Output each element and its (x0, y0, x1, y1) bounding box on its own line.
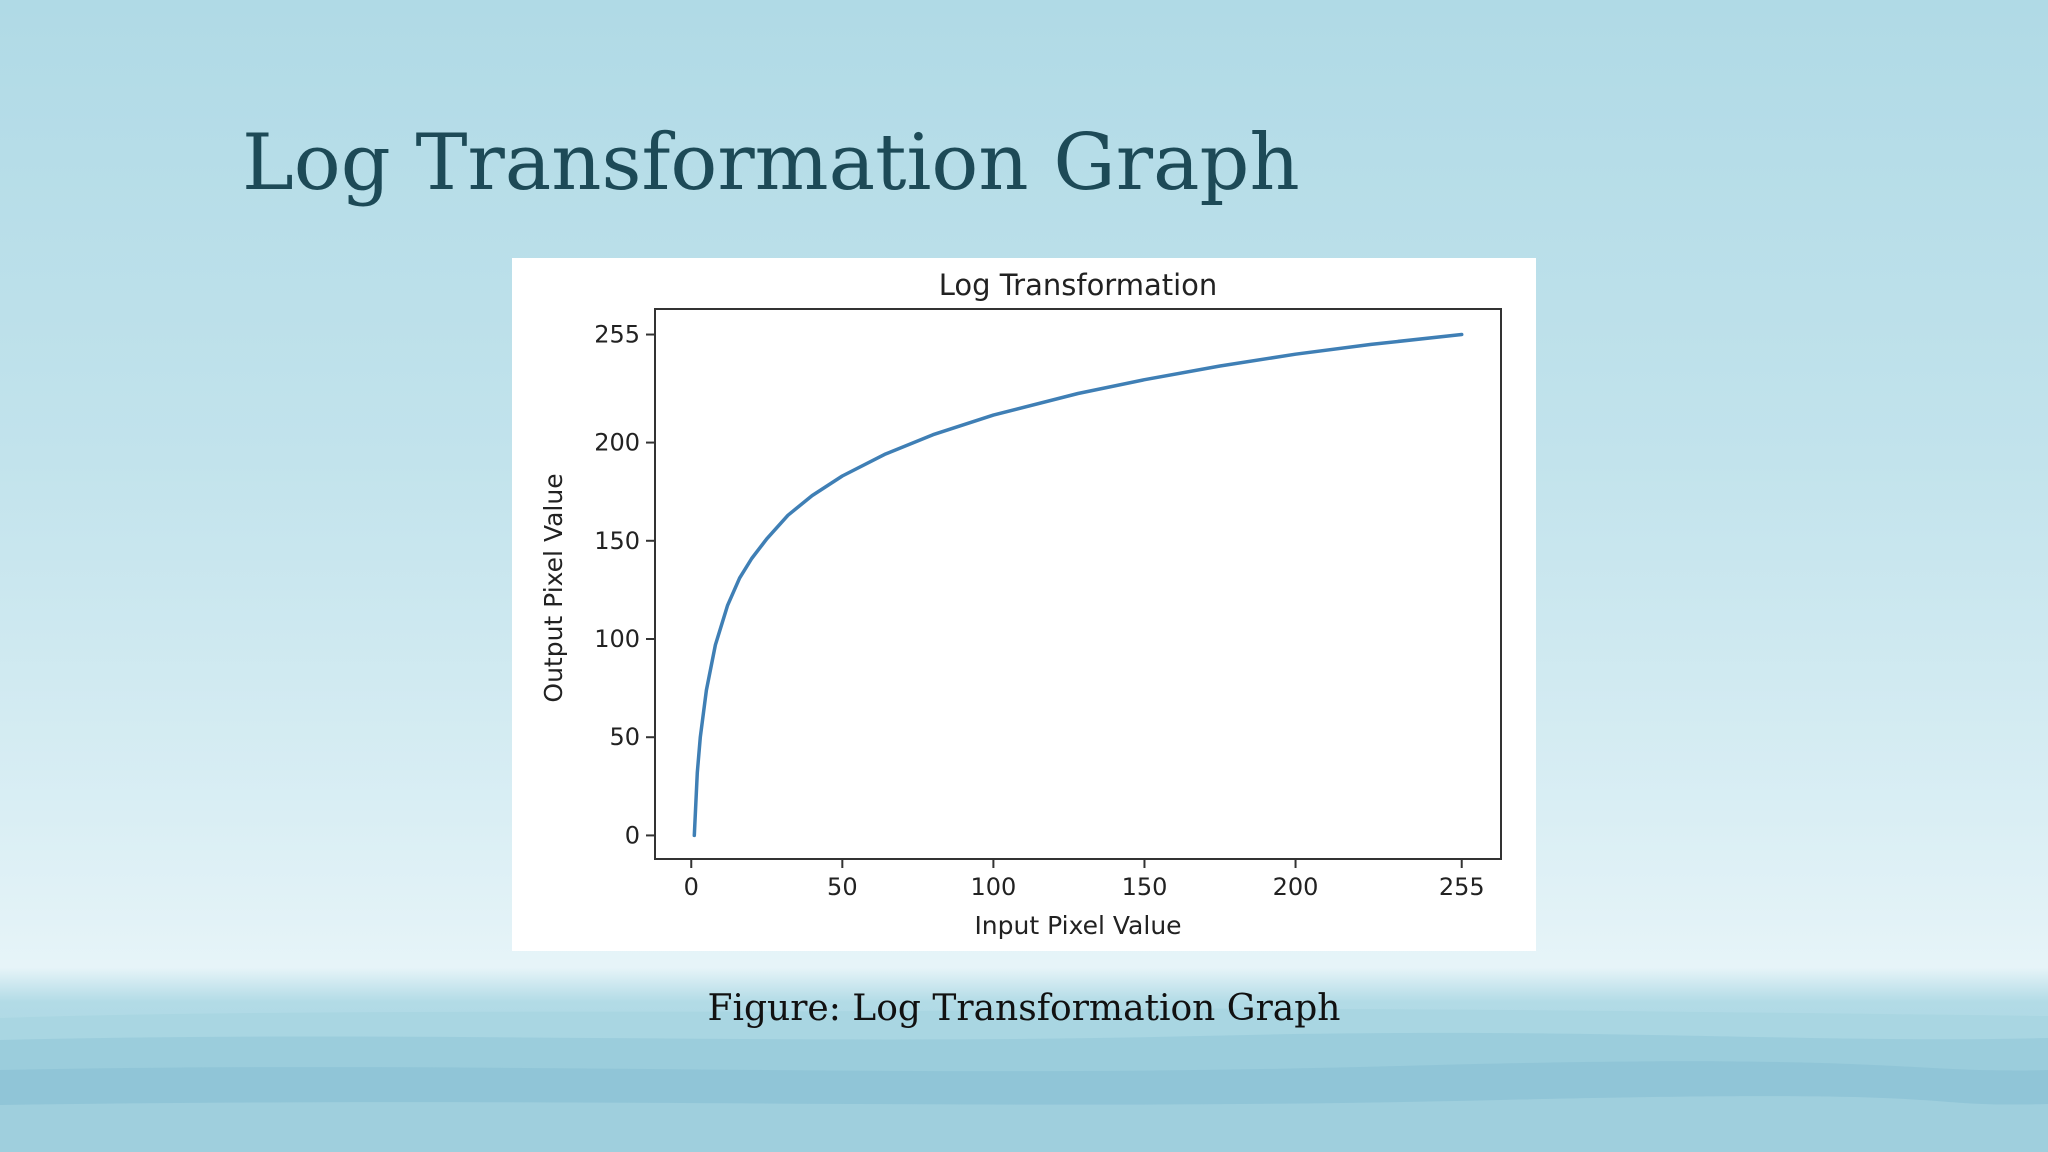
y-tick-label: 200 (594, 429, 640, 457)
x-tick-label: 200 (1273, 873, 1319, 901)
x-axis-label: Input Pixel Value (974, 911, 1181, 940)
x-tick-label: 100 (970, 873, 1016, 901)
axis-ticks: 0 50 100 150 200 255 0 50 100 150 200 255 (594, 321, 1484, 901)
chart-image: Log Transformation Input Pixel Value Out… (512, 258, 1536, 951)
log-transformation-chart: Log Transformation Input Pixel Value Out… (539, 268, 1502, 940)
water-decoration (0, 1008, 2048, 1152)
x-tick-label: 0 (684, 873, 699, 901)
y-tick-label: 150 (594, 527, 640, 555)
plot-area (654, 308, 1502, 860)
series-line (692, 332, 1464, 838)
y-tick-label: 100 (594, 625, 640, 653)
chart-title: Log Transformation (939, 268, 1218, 302)
x-tick-label: 50 (827, 873, 858, 901)
y-tick-label: 50 (609, 723, 640, 751)
slide-title: Log Transformation Graph (242, 118, 1300, 208)
figure-caption: Figure: Log Transformation Graph (707, 988, 1341, 1029)
y-axis-label: Output Pixel Value (539, 473, 568, 702)
x-tick-label: 255 (1439, 873, 1485, 901)
x-tick-label: 150 (1122, 873, 1168, 901)
y-tick-label: 0 (625, 821, 640, 849)
y-tick-label: 255 (594, 321, 640, 349)
